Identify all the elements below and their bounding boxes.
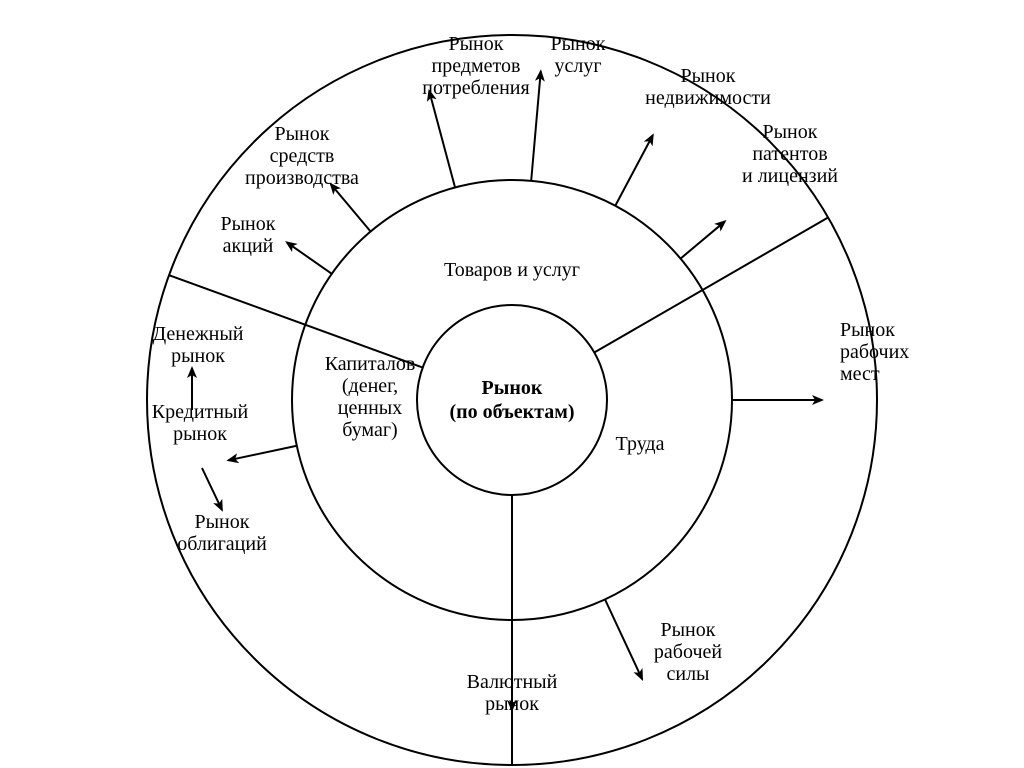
free-label-money: рынок xyxy=(171,345,225,367)
free-label-bonds: Рынок xyxy=(195,511,250,533)
arrow-label-patents: и лицензий xyxy=(742,165,838,187)
arrow-label-jobs: Рынок xyxy=(840,319,895,341)
arrow-label-credit: рынок xyxy=(173,423,227,445)
arrow-services xyxy=(531,71,541,181)
arrow-label-services: услуг xyxy=(554,55,601,77)
arrow-label-credit: Кредитный xyxy=(152,401,249,423)
arrow-label-realestate: Рынок xyxy=(681,65,736,87)
arrow-label-means-prod: производства xyxy=(245,167,359,189)
arrow-label-means-prod: Рынок xyxy=(275,123,330,145)
segment-label-capital: бумаг) xyxy=(342,419,397,441)
arrow-label-workforce: силы xyxy=(667,663,710,685)
outer-arrows: РыноксредствпроизводстваРынокпредметовпо… xyxy=(152,33,910,715)
arrow-label-currency: рынок xyxy=(485,693,539,715)
arrow-label-consumer: потребления xyxy=(422,77,529,99)
arrow-label-consumer: предметов xyxy=(432,55,521,77)
segment-label-capital: Капиталов xyxy=(325,353,416,375)
arrow-patents xyxy=(681,221,725,258)
segment-label-capital: (денег, xyxy=(342,375,398,397)
market-radial-diagram: Рынок (по объектам) Товаров и услуг Труда… xyxy=(0,0,1024,768)
free-label-money: Денежный xyxy=(152,323,243,345)
segment-label-goods: Товаров и услуг xyxy=(444,259,580,281)
arrow-label-realestate: недвижимости xyxy=(645,87,771,109)
arrow-label-shares: акций xyxy=(223,235,274,257)
arrow-consumer xyxy=(429,91,455,188)
segment-label-labor: Труда xyxy=(616,433,665,455)
center-title-2: (по объектам) xyxy=(449,401,574,423)
arrow-workforce xyxy=(605,599,642,679)
arrow-label-jobs: мест xyxy=(840,363,880,385)
arrow-shares xyxy=(287,242,332,274)
arrow-label-patents: патентов xyxy=(752,143,827,165)
arrow-label-services: Рынок xyxy=(551,33,606,55)
ring-arrow-credit-to-bonds xyxy=(202,468,222,510)
free-label-bonds: облигаций xyxy=(177,533,267,555)
arrow-credit xyxy=(228,446,296,461)
center-title-1: Рынок xyxy=(482,377,543,399)
arrow-label-means-prod: средств xyxy=(270,145,335,167)
arrow-label-shares: Рынок xyxy=(221,213,276,235)
arrow-label-jobs: рабочих xyxy=(840,341,909,363)
arrow-label-workforce: Рынок xyxy=(661,619,716,641)
arrow-label-currency: Валютный xyxy=(467,671,558,693)
arrow-label-workforce: рабочей xyxy=(654,641,722,663)
segment-labels: Товаров и услуг Труда Капиталов(денег,ценн… xyxy=(325,259,665,455)
arrow-realestate xyxy=(615,135,653,206)
arrow-means-prod xyxy=(331,184,371,231)
segment-label-capital: ценных xyxy=(338,397,402,419)
arrow-label-consumer: Рынок xyxy=(449,33,504,55)
inner-ring xyxy=(417,305,607,495)
arrow-label-patents: Рынок xyxy=(763,121,818,143)
